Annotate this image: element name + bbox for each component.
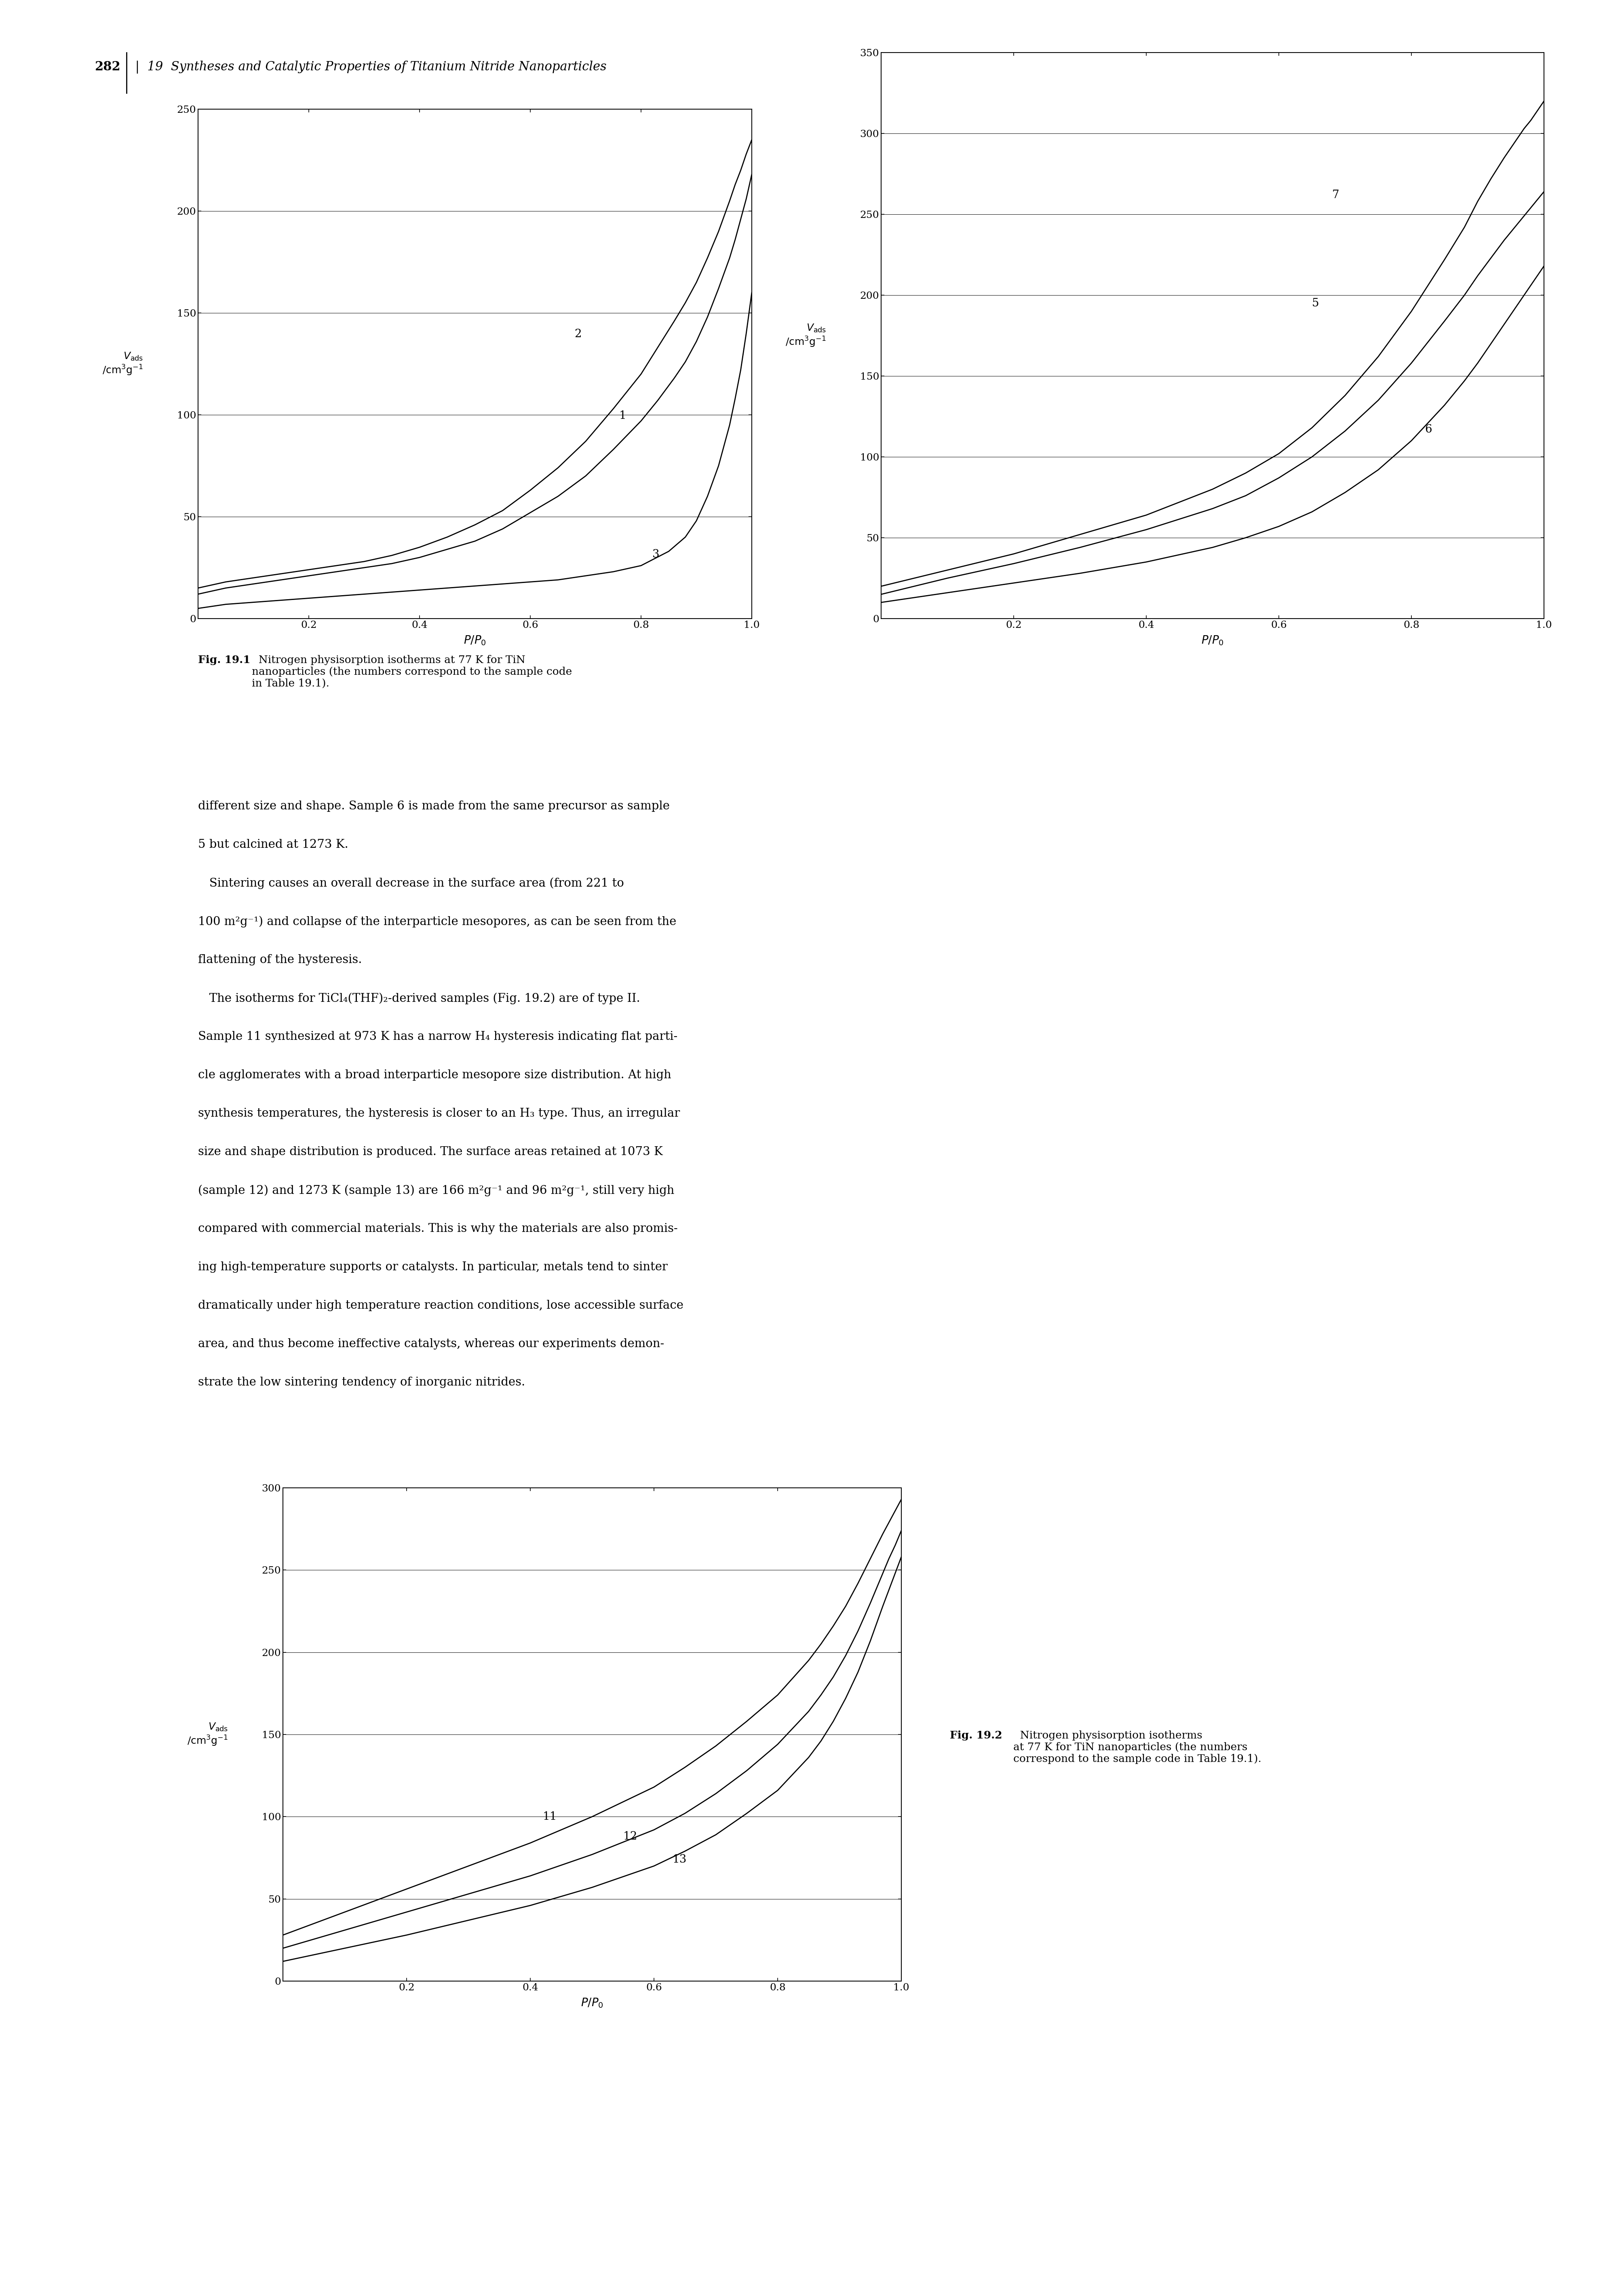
Text: compared with commercial materials. This is why the materials are also promis-: compared with commercial materials. This… <box>198 1224 677 1235</box>
Text: Sintering causes an overall decrease in the surface area (from 221 to: Sintering causes an overall decrease in … <box>198 878 624 889</box>
Text: ing high-temperature supports or catalysts. In particular, metals tend to sinter: ing high-temperature supports or catalys… <box>198 1261 667 1272</box>
X-axis label: $P/P_0$: $P/P_0$ <box>1202 635 1224 646</box>
Text: The isotherms for TiCl₄(THF)₂-derived samples (Fig. 19.2) are of type II.: The isotherms for TiCl₄(THF)₂-derived sa… <box>198 992 640 1004</box>
Y-axis label: $V_{\rm ads}$
$/{\rm cm}^3{\rm g}^{-1}$: $V_{\rm ads}$ $/{\rm cm}^3{\rm g}^{-1}$ <box>187 1721 227 1747</box>
Text: 100 m²g⁻¹) and collapse of the interparticle mesopores, as can be seen from the: 100 m²g⁻¹) and collapse of the interpart… <box>198 917 676 928</box>
Text: |  19  Syntheses and Catalytic Properties of Titanium Nitride Nanoparticles: | 19 Syntheses and Catalytic Properties … <box>132 60 606 73</box>
Text: area, and thus become ineffective catalysts, whereas our experiments demon-: area, and thus become ineffective cataly… <box>198 1339 664 1350</box>
Text: flattening of the hysteresis.: flattening of the hysteresis. <box>198 953 362 965</box>
Text: Sample 11 synthesized at 973 K has a narrow H₄ hysteresis indicating flat parti-: Sample 11 synthesized at 973 K has a nar… <box>198 1031 677 1043</box>
Text: 5: 5 <box>1312 298 1319 309</box>
Y-axis label: $V_{\rm ads}$
$/{\rm cm}^3{\rm g}^{-1}$: $V_{\rm ads}$ $/{\rm cm}^3{\rm g}^{-1}$ <box>786 323 827 348</box>
Text: 5 but calcined at 1273 K.: 5 but calcined at 1273 K. <box>198 839 348 850</box>
Text: Nitrogen physisorption isotherms at 77 K for TiN
nanoparticles (the numbers corr: Nitrogen physisorption isotherms at 77 K… <box>252 656 572 688</box>
Text: cle agglomerates with a broad interparticle mesopore size distribution. At high: cle agglomerates with a broad interparti… <box>198 1070 671 1082</box>
Y-axis label: $V_{\rm ads}$
$/{\rm cm}^3{\rm g}^{-1}$: $V_{\rm ads}$ $/{\rm cm}^3{\rm g}^{-1}$ <box>102 351 143 376</box>
Text: Fig. 19.1: Fig. 19.1 <box>198 656 250 665</box>
Text: Fig. 19.2: Fig. 19.2 <box>950 1730 1002 1740</box>
Text: (sample 12) and 1273 K (sample 13) are 166 m²g⁻¹ and 96 m²g⁻¹, still very high: (sample 12) and 1273 K (sample 13) are 1… <box>198 1185 674 1196</box>
Text: 2: 2 <box>575 328 581 339</box>
Text: 12: 12 <box>624 1831 637 1843</box>
X-axis label: $P/P_0$: $P/P_0$ <box>581 1996 604 2008</box>
Text: 7: 7 <box>1332 190 1340 199</box>
Text: 282: 282 <box>94 60 120 73</box>
Text: size and shape distribution is produced. The surface areas retained at 1073 K: size and shape distribution is produced.… <box>198 1146 663 1157</box>
Text: Nitrogen physisorption isotherms
at 77 K for TiN nanoparticles (the numbers
corr: Nitrogen physisorption isotherms at 77 K… <box>1013 1730 1262 1765</box>
Text: 11: 11 <box>542 1811 557 1822</box>
Text: 6: 6 <box>1424 424 1432 435</box>
Text: synthesis temperatures, the hysteresis is closer to an H₃ type. Thus, an irregul: synthesis temperatures, the hysteresis i… <box>198 1107 680 1118</box>
Text: dramatically under high temperature reaction conditions, lose accessible surface: dramatically under high temperature reac… <box>198 1300 684 1311</box>
Text: 13: 13 <box>672 1854 687 1866</box>
Text: 3: 3 <box>653 550 659 559</box>
Text: strate the low sintering tendency of inorganic nitrides.: strate the low sintering tendency of ino… <box>198 1377 525 1389</box>
X-axis label: $P/P_0$: $P/P_0$ <box>463 635 486 646</box>
Text: different size and shape. Sample 6 is made from the same precursor as sample: different size and shape. Sample 6 is ma… <box>198 800 669 811</box>
Text: 1: 1 <box>619 410 627 422</box>
